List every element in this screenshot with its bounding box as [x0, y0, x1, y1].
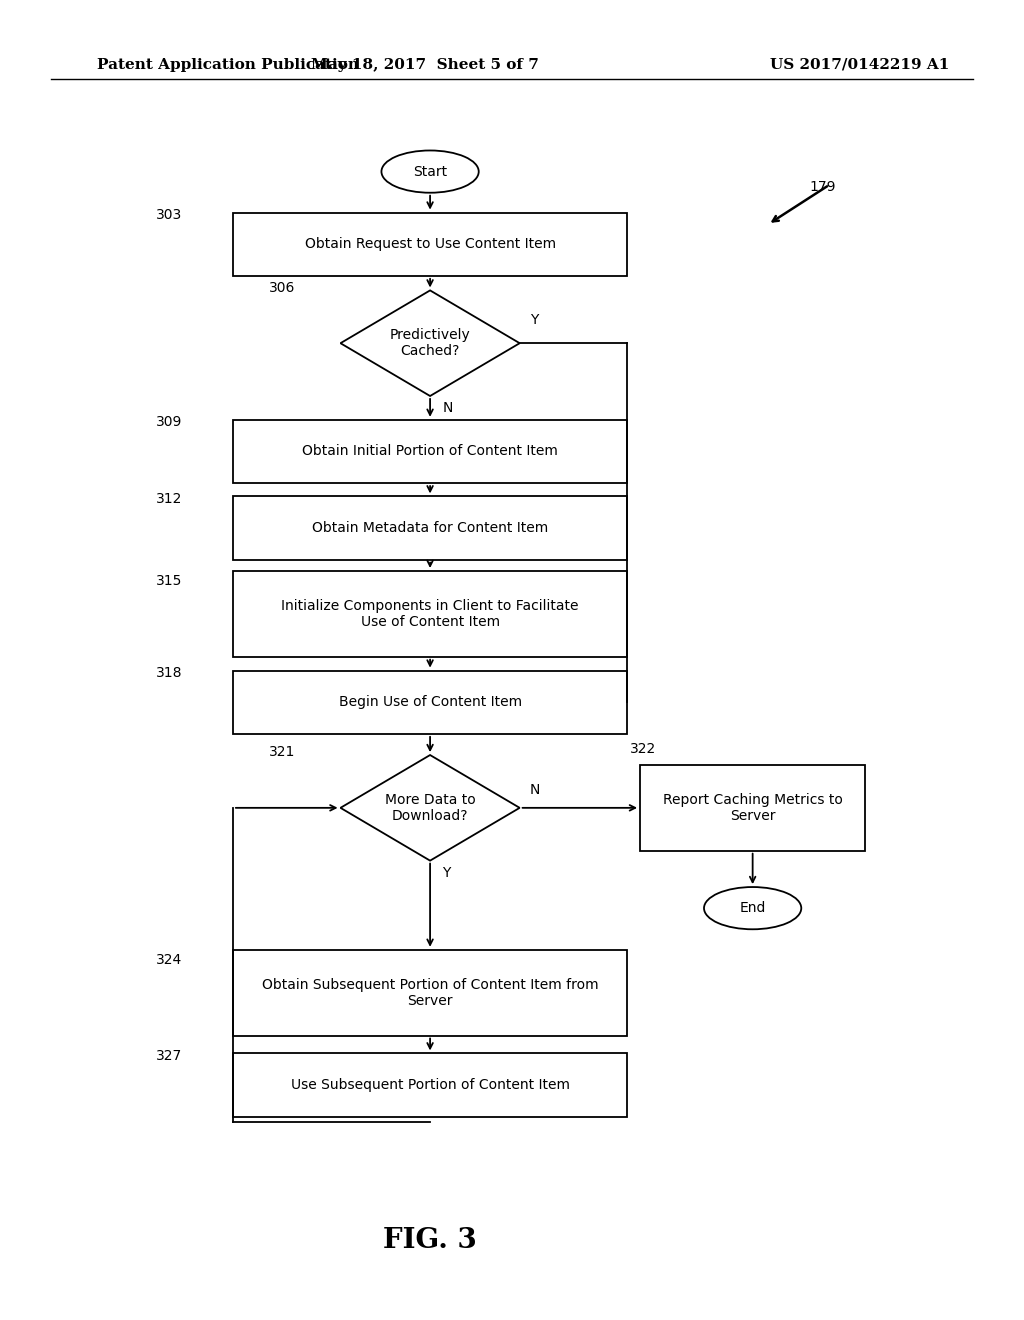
Text: Obtain Metadata for Content Item: Obtain Metadata for Content Item	[312, 521, 548, 535]
Text: Patent Application Publication: Patent Application Publication	[97, 58, 359, 71]
FancyBboxPatch shape	[232, 950, 627, 1035]
Text: Initialize Components in Client to Facilitate
Use of Content Item: Initialize Components in Client to Facil…	[282, 599, 579, 628]
FancyBboxPatch shape	[232, 213, 627, 276]
Text: Obtain Subsequent Portion of Content Item from
Server: Obtain Subsequent Portion of Content Ite…	[262, 978, 598, 1007]
Text: FIG. 3: FIG. 3	[383, 1228, 477, 1254]
FancyBboxPatch shape	[232, 570, 627, 656]
Text: 315: 315	[156, 574, 182, 587]
Text: N: N	[530, 783, 541, 797]
Text: May 18, 2017  Sheet 5 of 7: May 18, 2017 Sheet 5 of 7	[311, 58, 539, 71]
Text: 324: 324	[156, 953, 182, 966]
Text: Obtain Initial Portion of Content Item: Obtain Initial Portion of Content Item	[302, 445, 558, 458]
FancyBboxPatch shape	[232, 671, 627, 734]
Text: Y: Y	[530, 313, 539, 327]
Text: Obtain Request to Use Content Item: Obtain Request to Use Content Item	[304, 238, 556, 251]
Text: 321: 321	[268, 746, 295, 759]
Ellipse shape	[381, 150, 478, 193]
Text: Predictively
Cached?: Predictively Cached?	[390, 329, 470, 358]
Text: 309: 309	[156, 416, 182, 429]
Polygon shape	[340, 290, 519, 396]
Text: Report Caching Metrics to
Server: Report Caching Metrics to Server	[663, 793, 843, 822]
Text: End: End	[739, 902, 766, 915]
Text: 306: 306	[268, 281, 295, 294]
Text: Begin Use of Content Item: Begin Use of Content Item	[339, 696, 521, 709]
Polygon shape	[340, 755, 519, 861]
FancyBboxPatch shape	[640, 764, 865, 850]
Text: 322: 322	[630, 742, 656, 756]
Text: 303: 303	[156, 209, 182, 222]
Text: 179: 179	[809, 181, 836, 194]
FancyBboxPatch shape	[232, 1053, 627, 1117]
FancyBboxPatch shape	[232, 496, 627, 560]
Text: Start: Start	[413, 165, 447, 178]
Text: 318: 318	[156, 667, 182, 680]
Text: More Data to
Download?: More Data to Download?	[385, 793, 475, 822]
Text: Use Subsequent Portion of Content Item: Use Subsequent Portion of Content Item	[291, 1078, 569, 1092]
Ellipse shape	[705, 887, 801, 929]
Text: 327: 327	[156, 1049, 182, 1063]
Text: Y: Y	[442, 866, 451, 880]
Text: N: N	[442, 401, 453, 416]
FancyBboxPatch shape	[232, 420, 627, 483]
Text: US 2017/0142219 A1: US 2017/0142219 A1	[770, 58, 950, 71]
Text: 312: 312	[156, 492, 182, 506]
